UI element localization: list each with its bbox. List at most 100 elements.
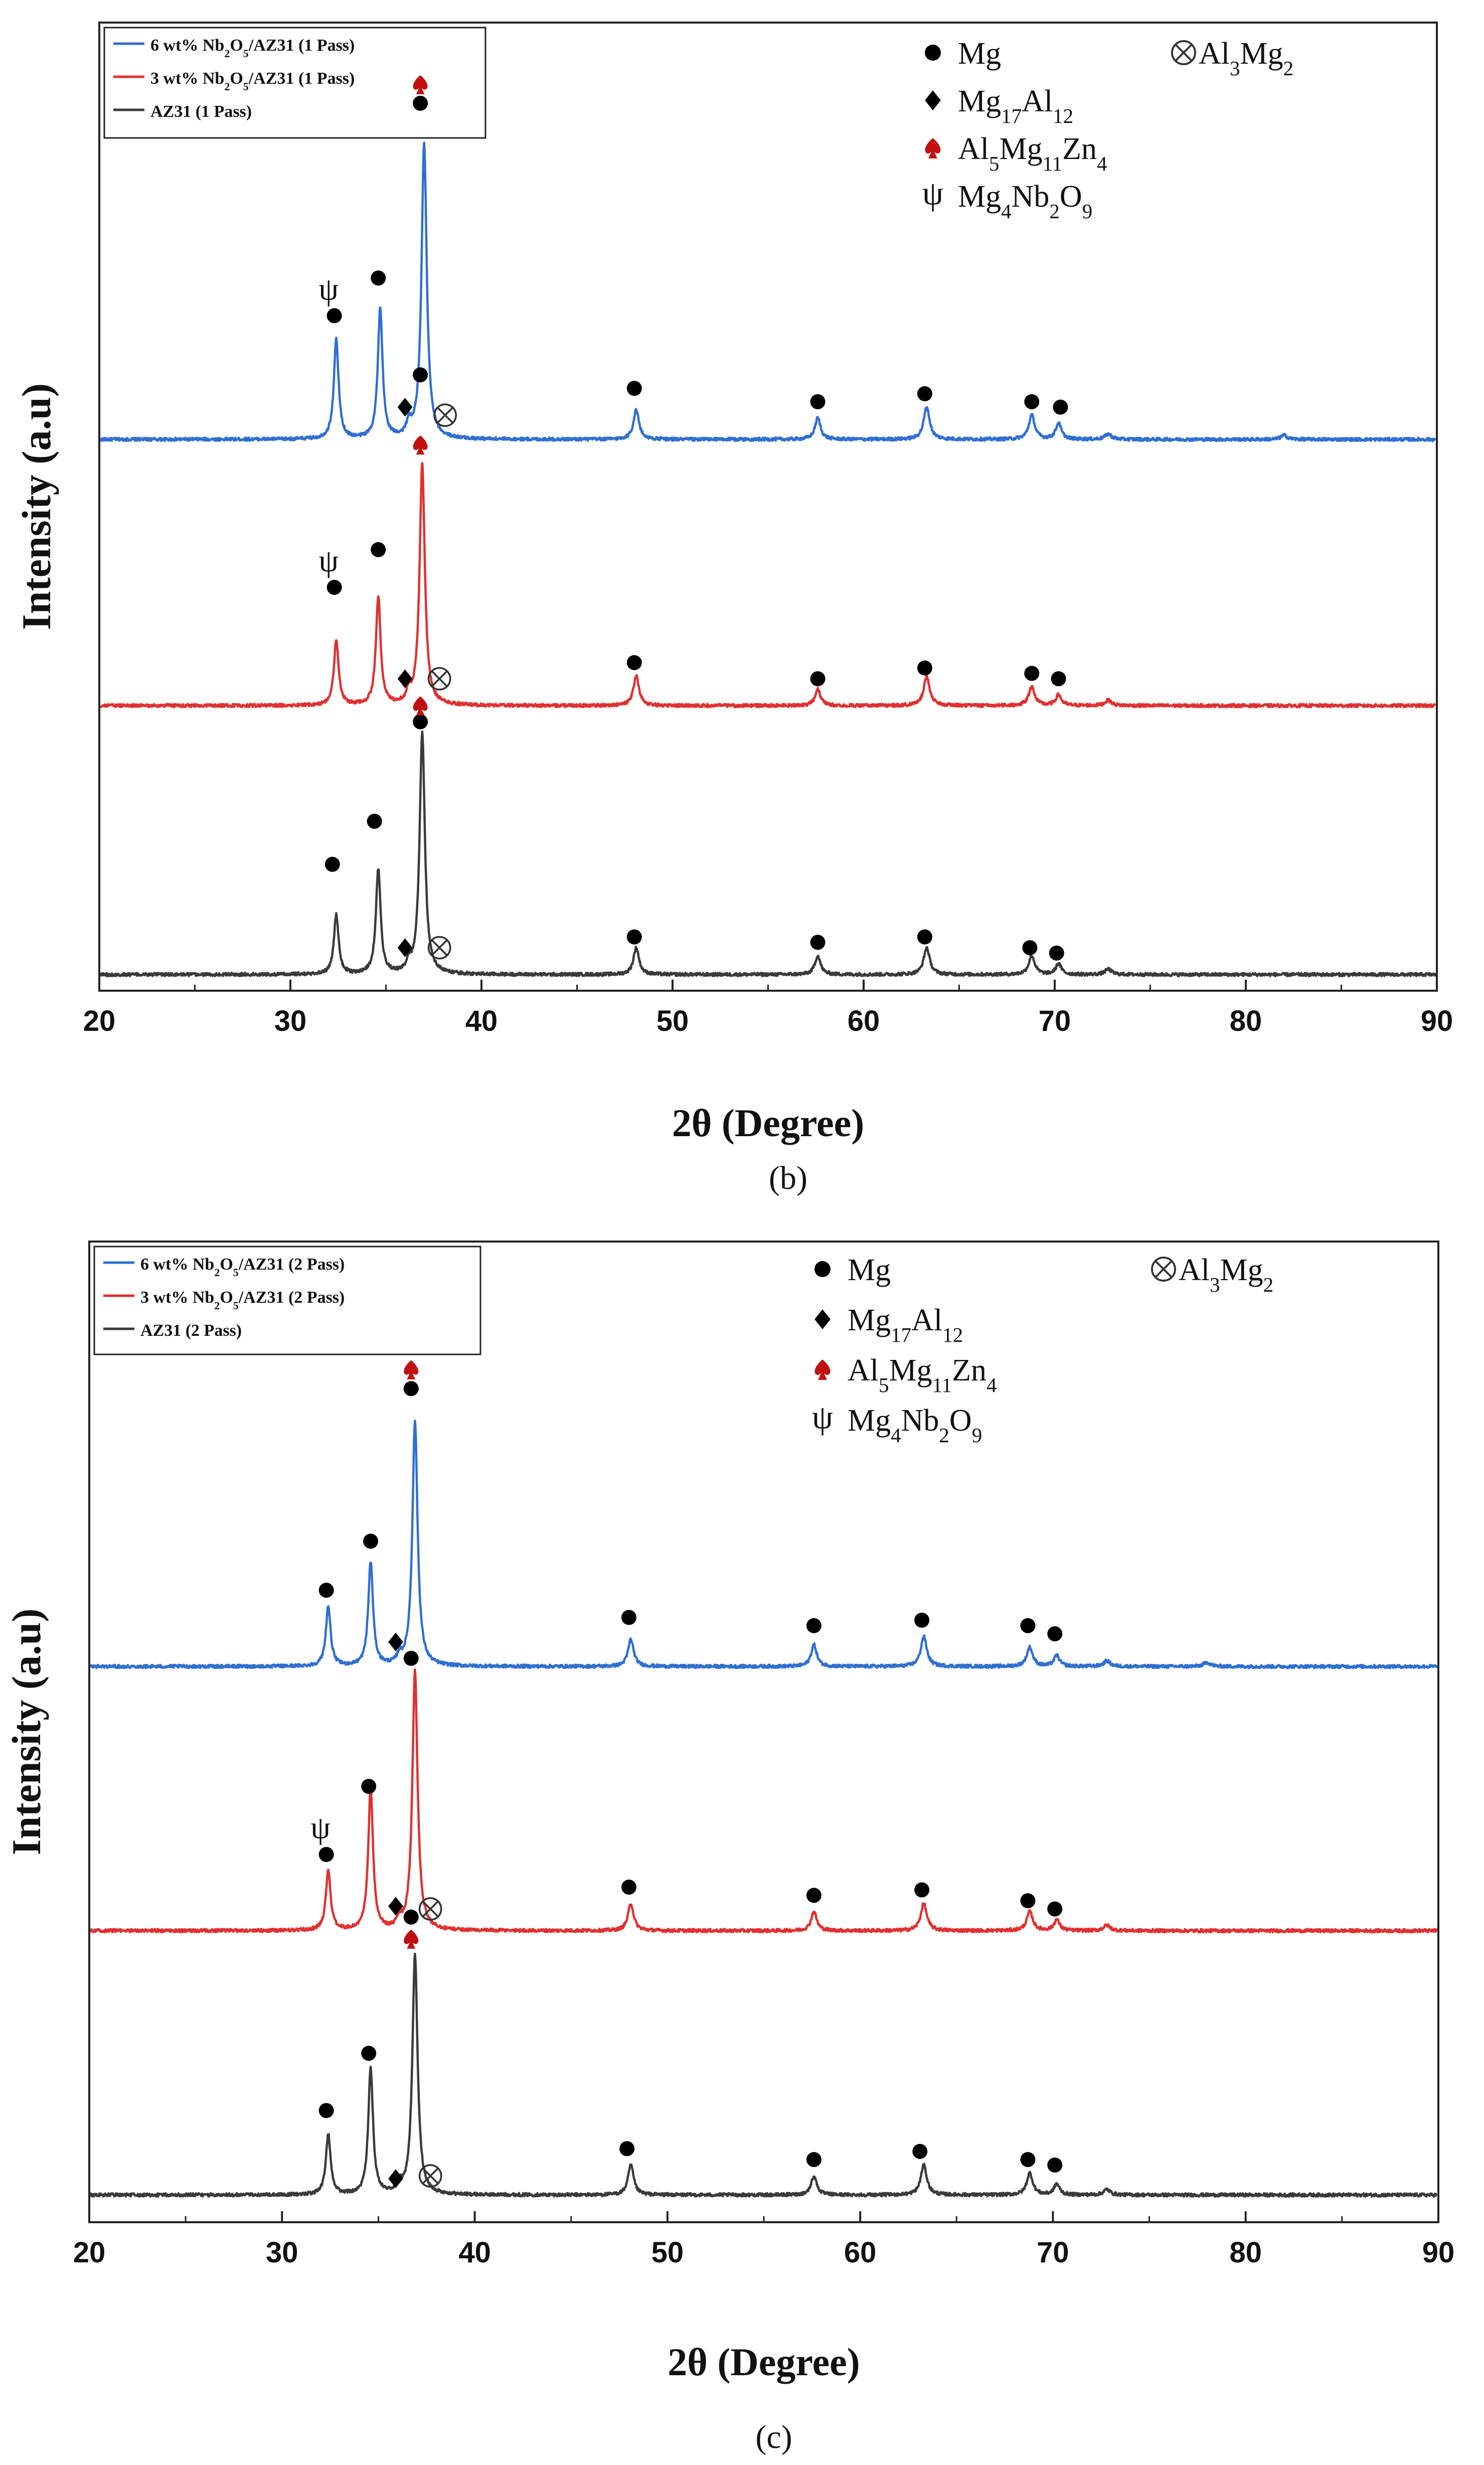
circle-marker bbox=[318, 1846, 334, 1862]
x-tick-label: 90 bbox=[1421, 1005, 1453, 1037]
x-tick-label: 40 bbox=[458, 2236, 491, 2269]
circle-marker bbox=[1020, 2152, 1036, 2168]
circle-marker bbox=[1051, 671, 1066, 687]
key-otimes-symbol bbox=[1171, 40, 1196, 65]
circle-marker bbox=[1053, 399, 1068, 415]
key-label: Mg4Nb2O9 bbox=[848, 1404, 982, 1447]
circle-marker bbox=[1047, 1901, 1063, 1917]
legend-entry: 6 wt% Nb2O5/AZ31 (2 Pass) bbox=[140, 1255, 345, 1279]
key-label: Al5Mg11Zn4 bbox=[958, 132, 1107, 175]
legend-entry: 6 wt% Nb2O5/AZ31 (1 Pass) bbox=[150, 36, 355, 60]
spade-marker bbox=[404, 1360, 419, 1379]
circle-marker bbox=[324, 857, 340, 872]
x-tick-label: 60 bbox=[848, 1005, 880, 1037]
key-label: Mg17Al12 bbox=[848, 1303, 963, 1346]
circle-marker bbox=[621, 1880, 636, 1895]
circle-marker bbox=[413, 714, 428, 729]
circle-marker bbox=[371, 542, 386, 557]
circle-marker bbox=[361, 2046, 377, 2061]
key-label: Al3Mg2 bbox=[1199, 37, 1293, 80]
panel-c: 20 30 40 50 60 70 80 90 2θ (Degree) Intensity (a.… bbox=[4, 1241, 1455, 2455]
legend-entry: AZ31 (1 Pass) bbox=[150, 102, 252, 121]
series-line-0 bbox=[99, 141, 1436, 442]
x-tick-label: 80 bbox=[1230, 1005, 1262, 1037]
x-axis-label: 2θ (Degree) bbox=[672, 1101, 865, 1145]
circle-marker bbox=[1049, 945, 1064, 961]
legend: 6 wt% Nb2O5/AZ31 (1 Pass) 3 wt% Nb2O5/AZ3… bbox=[103, 27, 1293, 223]
circle-marker bbox=[917, 386, 932, 401]
x-tick-label: 70 bbox=[1039, 1005, 1071, 1037]
otimes-marker bbox=[427, 936, 451, 960]
circle-marker bbox=[367, 814, 382, 829]
key-psi-symbol: ψ bbox=[812, 1399, 833, 1436]
diamond-marker bbox=[397, 669, 413, 688]
psi-marker: ψ bbox=[310, 1810, 330, 1845]
legend-entry: 3 wt% Nb2O5/AZ31 (1 Pass) bbox=[150, 69, 355, 93]
panel-b: 20 30 40 50 60 70 80 90 2θ (Degree) Intensity (a.… bbox=[14, 22, 1453, 1196]
circle-marker bbox=[1020, 1618, 1036, 1633]
circle-marker bbox=[403, 1381, 419, 1397]
key-label: Mg bbox=[958, 37, 1001, 71]
diamond-marker bbox=[397, 398, 413, 417]
legend: 6 wt% Nb2O5/AZ31 (2 Pass) 3 wt% Nb2O5/AZ3… bbox=[93, 1246, 1273, 1447]
circle-marker bbox=[621, 1610, 636, 1625]
key-otimes-symbol bbox=[1151, 1257, 1176, 1282]
circle-marker bbox=[1047, 2157, 1063, 2173]
panel-label: (b) bbox=[769, 1160, 807, 1196]
circle-marker bbox=[810, 935, 826, 950]
x-tick-label: 90 bbox=[1422, 2236, 1455, 2269]
series-line-1 bbox=[99, 461, 1436, 709]
key-circle-symbol bbox=[925, 45, 941, 61]
diamond-marker bbox=[388, 2169, 403, 2188]
circle-marker bbox=[1022, 940, 1038, 956]
x-tick-label: 80 bbox=[1229, 2236, 1262, 2269]
legend-entry: 3 wt% Nb2O5/AZ31 (2 Pass) bbox=[140, 1288, 345, 1312]
key-diamond-symbol bbox=[925, 90, 941, 110]
circle-marker bbox=[326, 579, 342, 595]
diamond-marker bbox=[388, 1897, 403, 1916]
y-axis-label: Intensity (a.u) bbox=[14, 383, 59, 630]
circle-marker bbox=[810, 394, 826, 409]
spade-marker bbox=[413, 435, 428, 455]
series-line-2 bbox=[89, 1952, 1438, 2198]
x-axis-label: 2θ (Degree) bbox=[668, 2340, 860, 2384]
circle-marker bbox=[917, 929, 932, 945]
circle-marker bbox=[806, 2152, 821, 2168]
circle-marker bbox=[318, 2103, 334, 2118]
circle-marker bbox=[1020, 1893, 1036, 1909]
spade-marker bbox=[413, 696, 428, 716]
circle-marker bbox=[806, 1888, 821, 1903]
circle-marker bbox=[806, 1618, 821, 1633]
circle-marker bbox=[914, 1612, 930, 1628]
circle-marker bbox=[626, 381, 642, 396]
circle-marker bbox=[326, 308, 342, 324]
circle-marker bbox=[914, 1882, 930, 1898]
circle-marker bbox=[810, 671, 826, 687]
circle-marker bbox=[363, 1533, 379, 1549]
diamond-marker bbox=[388, 1632, 403, 1651]
circle-marker bbox=[413, 95, 428, 111]
panel-label: (c) bbox=[755, 2419, 792, 2455]
circle-marker bbox=[371, 270, 386, 286]
spade-marker bbox=[413, 75, 428, 94]
circle-marker bbox=[1024, 394, 1040, 409]
circle-marker bbox=[912, 2143, 928, 2159]
otimes-marker bbox=[433, 403, 457, 427]
x-tick-label: 30 bbox=[266, 2236, 298, 2269]
key-diamond-symbol bbox=[814, 1309, 831, 1329]
circle-marker bbox=[1047, 1626, 1063, 1641]
x-tick-label: 30 bbox=[274, 1005, 307, 1037]
otimes-marker bbox=[427, 667, 451, 691]
x-tick-label: 20 bbox=[83, 1005, 116, 1037]
x-tick-label: 50 bbox=[651, 2236, 684, 2269]
series-line-1 bbox=[89, 1668, 1438, 1934]
x-tick-label: 20 bbox=[73, 2236, 106, 2269]
y-axis-label: Intensity (a.u) bbox=[4, 1608, 49, 1855]
circle-marker bbox=[413, 367, 428, 383]
circle-marker bbox=[619, 2141, 635, 2156]
key-label: Mg4Nb2O9 bbox=[958, 180, 1092, 223]
key-psi-symbol: ψ bbox=[922, 175, 943, 212]
x-tick-label: 60 bbox=[844, 2236, 877, 2269]
key-spade-symbol bbox=[925, 138, 941, 159]
